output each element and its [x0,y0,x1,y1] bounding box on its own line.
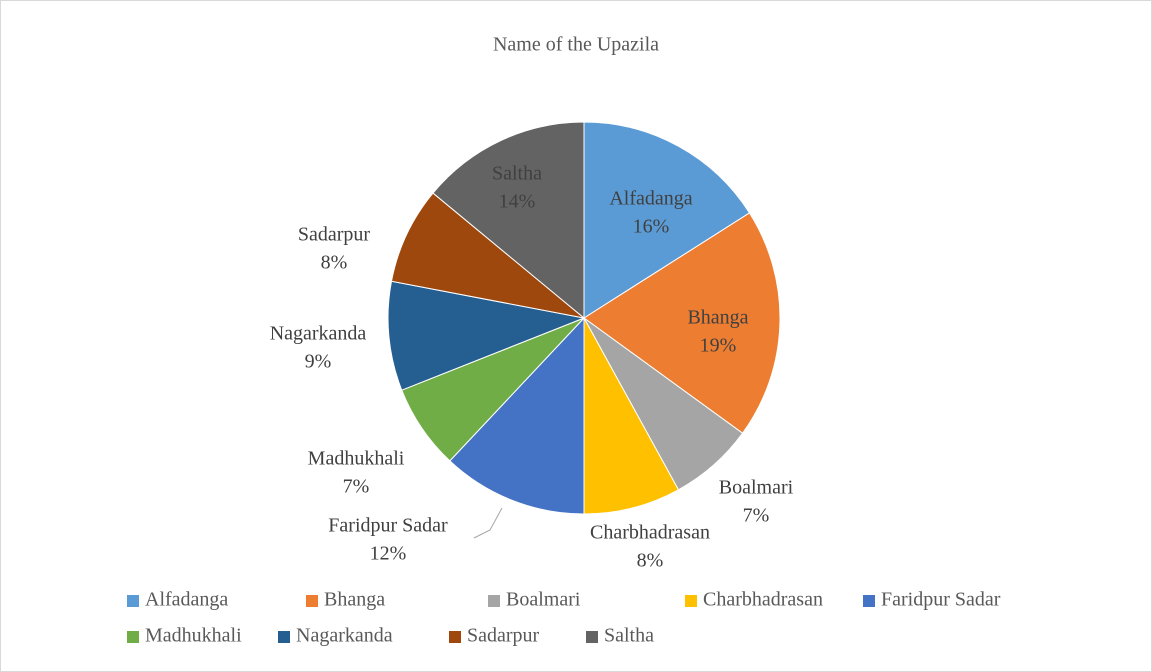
data-label-value: 16% [633,216,670,238]
pie-slice [583,212,781,434]
pie-slice [390,192,585,319]
data-label-name: Faridpur Sadar [328,515,448,537]
legend-swatch [127,631,139,643]
pie-slice [387,280,586,391]
pie-slice [583,121,751,319]
legend-label: Charbhadrasan [703,589,823,611]
data-label-value: 14% [499,191,536,213]
data-label-name: Madhukhali [308,448,405,470]
legend-swatch [586,631,598,643]
legend-swatch [449,631,461,643]
legend-label: Boalmari [506,589,581,611]
legend-label: Faridpur Sadar [881,589,1001,611]
legend-label: Saltha [604,625,654,647]
legend-label: Nagarkanda [296,625,393,647]
legend-label: Bhanga [324,589,385,611]
data-label-name: Nagarkanda [270,323,367,345]
data-label-value: 8% [637,550,664,572]
pie-slice [583,317,680,515]
legend-swatch [278,631,290,643]
legend-swatch [685,595,697,607]
legend-swatch [306,595,318,607]
data-label-value: 9% [305,351,332,373]
legend-label: Sadarpur [467,625,540,647]
data-label-value: 8% [321,252,348,274]
data-label-name: Alfadanga [609,188,692,210]
data-label-name: Sadarpur [298,224,371,246]
leader-line [473,507,503,539]
data-label-value: 19% [700,335,737,357]
data-label-value: 7% [343,476,370,498]
data-label-name: Saltha [492,163,542,185]
chart-title: Name of the Upazila [493,34,659,56]
legend-swatch [488,595,500,607]
legend-label: Madhukhali [145,625,242,647]
data-label-value: 12% [370,543,407,565]
data-label-name: Bhanga [687,307,748,329]
pie-slice [449,316,585,515]
data-label-value: 7% [743,505,770,527]
data-label-name: Boalmari [719,477,794,499]
legend-label: Alfadanga [145,589,228,611]
legend-swatch [127,595,139,607]
legend-swatch [863,595,875,607]
data-label-name: Charbhadrasan [590,522,710,544]
pie-slice [432,121,585,320]
